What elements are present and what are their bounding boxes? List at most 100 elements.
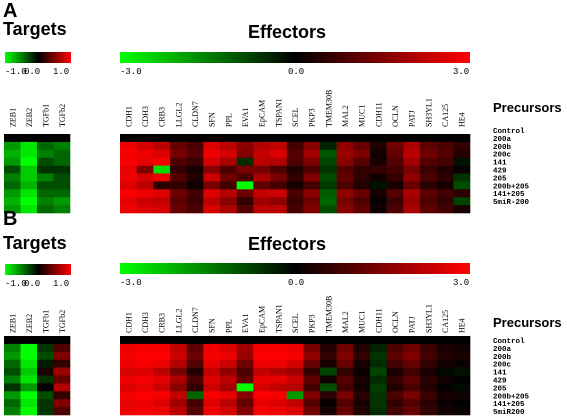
heatmap-cell (153, 391, 171, 400)
heatmap-cell (236, 205, 254, 214)
heatmap-cell (186, 336, 204, 345)
heatmap-cell (286, 343, 304, 353)
heatmap-cell (303, 343, 321, 353)
heatmap-cell (420, 375, 437, 384)
effector-column-label: SCEL (291, 313, 300, 333)
heatmap-cell (286, 351, 304, 360)
heatmap-cell (336, 205, 354, 214)
target-column-label: ZEB2 (25, 108, 34, 127)
heatmap-cell (236, 359, 254, 368)
heatmap-cell (236, 367, 254, 376)
heatmap-cell (136, 343, 154, 353)
heatmap-cell (37, 343, 54, 353)
panel-a-effectors-scale-min: -3.0 (120, 67, 142, 77)
heatmap-cell (270, 157, 287, 166)
heatmap-cell (186, 157, 204, 166)
effector-column-label: MAL2 (341, 105, 350, 127)
heatmap-cell (270, 391, 287, 400)
heatmap-cell (203, 343, 221, 353)
heatmap-cell (253, 367, 271, 376)
heatmap-cell (253, 157, 271, 166)
heatmap-cell (170, 157, 187, 166)
panel-b-effectors-scale-mid: 0.0 (288, 278, 304, 288)
effector-column-label: EVA1 (241, 108, 250, 127)
heatmap-cell (436, 197, 454, 206)
heatmap-cell (436, 149, 454, 158)
heatmap-cell (320, 197, 337, 206)
heatmap-cell (186, 197, 204, 206)
heatmap-cell (270, 399, 287, 408)
row-label: 200b (493, 354, 512, 362)
heatmap-cell (236, 141, 254, 151)
heatmap-cell (53, 399, 71, 408)
heatmap-cell (20, 157, 38, 166)
heatmap-cell (303, 157, 321, 166)
heatmap-cell (286, 375, 304, 384)
heatmap-cell (386, 391, 404, 400)
heatmap-cell (370, 399, 387, 408)
heatmap-cell (303, 173, 321, 182)
effector-column-label: CA125 (441, 310, 450, 333)
heatmap-cell (370, 343, 387, 353)
heatmap-cell (153, 173, 171, 182)
heatmap-cell (386, 157, 404, 166)
heatmap-cell (353, 189, 371, 198)
heatmap-cell (453, 359, 471, 368)
heatmap-cell (236, 407, 254, 416)
heatmap-cell (170, 173, 187, 182)
effector-column-label: TSPAN1 (274, 304, 283, 333)
heatmap-cell (37, 351, 54, 360)
heatmap-cell (320, 391, 337, 400)
row-label: 429 (493, 168, 507, 176)
heatmap-cell (170, 189, 187, 198)
heatmap-cell (320, 375, 337, 384)
heatmap-cell (186, 181, 204, 190)
heatmap-cell (120, 141, 137, 151)
heatmap-cell (286, 165, 304, 174)
heatmap-cell (236, 383, 254, 392)
heatmap-cell (370, 197, 387, 206)
heatmap-cell (4, 383, 21, 392)
heatmap-cell (20, 165, 38, 174)
panel-b-effectors-scale-min: -3.0 (120, 278, 142, 288)
heatmap-cell (386, 149, 404, 158)
heatmap-cell (336, 134, 354, 143)
panel-b-effectors-heatmap (120, 336, 471, 416)
panel-b-targets-scale-mid: 0.0 (24, 279, 40, 289)
heatmap-cell (136, 141, 154, 151)
effector-column-label: PATJ (408, 110, 417, 127)
heatmap-cell (403, 181, 421, 190)
heatmap-cell (253, 197, 271, 206)
heatmap-cell (436, 391, 454, 400)
panel-b-targets-scale-min: -1.0 (5, 279, 27, 289)
heatmap-cell (37, 375, 54, 384)
heatmap-cell (20, 149, 38, 158)
heatmap-cell (220, 189, 237, 198)
heatmap-cell (253, 141, 271, 151)
panel-a-effector-column-labels: CDH1 CDH3 CRB3 LLGL2 CLDN7 SFN PPL EVA1 EpCAM TSP… (124, 90, 466, 127)
panel-b-targets-heatmap (4, 336, 71, 416)
effector-column-label: EpCAM (258, 306, 267, 333)
heatmap-cell (203, 375, 221, 384)
heatmap-cell (4, 173, 21, 182)
heatmap-cell (370, 141, 387, 151)
heatmap-cell (186, 173, 204, 182)
heatmap-cell (170, 391, 187, 400)
row-label: 205 (493, 175, 507, 183)
heatmap-cell (303, 134, 321, 143)
heatmap-cell (286, 157, 304, 166)
heatmap-cell (270, 367, 287, 376)
heatmap-cell (203, 149, 221, 158)
heatmap-cell (120, 173, 137, 182)
heatmap-cell (203, 367, 221, 376)
heatmap-cell (353, 351, 371, 360)
heatmap-cell (203, 391, 221, 400)
heatmap-cell (436, 205, 454, 214)
heatmap-cell (220, 173, 237, 182)
heatmap-cell (37, 197, 54, 206)
heatmap-cell (336, 189, 354, 198)
heatmap-cell (286, 141, 304, 151)
heatmap-cell (436, 336, 454, 345)
heatmap-cell (170, 383, 187, 392)
heatmap-cell (353, 375, 371, 384)
